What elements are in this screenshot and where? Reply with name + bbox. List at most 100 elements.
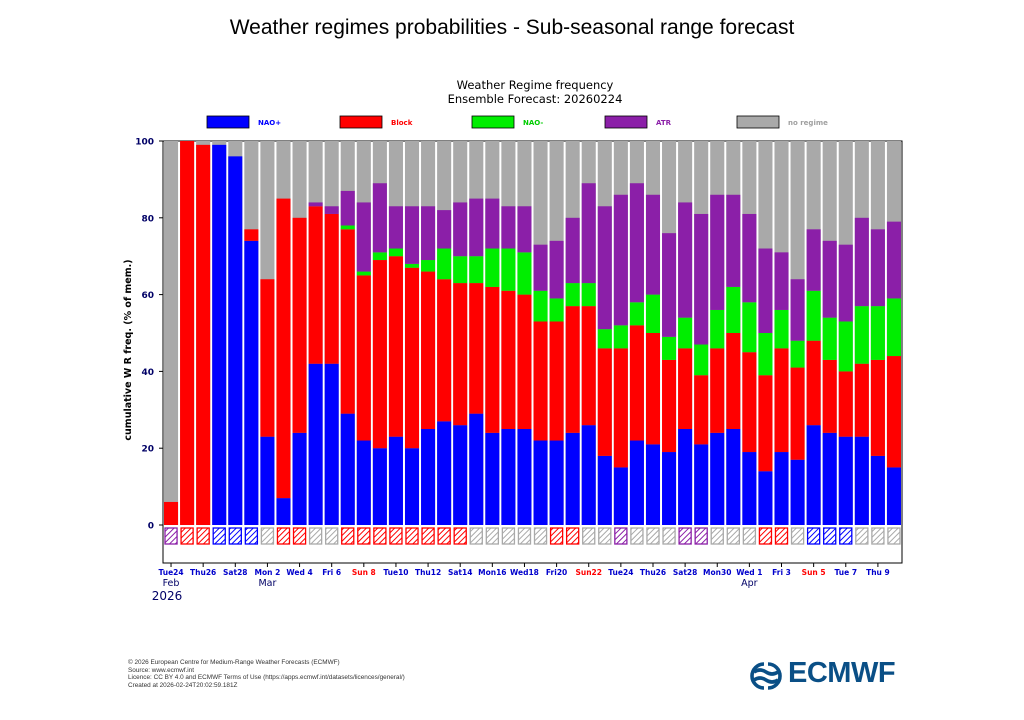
- bar-atr: [774, 252, 789, 310]
- bar-atr: [597, 206, 612, 330]
- legend-label: ATR: [656, 119, 672, 127]
- x-tick-label: Tue24: [608, 568, 633, 577]
- bar-nao-: [404, 263, 420, 268]
- bar-nao-: [453, 256, 468, 284]
- bar-atr: [613, 194, 628, 326]
- bar-nao-: [469, 256, 484, 284]
- bar-atr: [356, 202, 371, 272]
- bar-atr: [742, 213, 757, 303]
- bar-block: [196, 144, 211, 525]
- strip-cell: [421, 527, 435, 545]
- bar-nao-: [629, 302, 644, 326]
- strip-cell: [389, 527, 403, 545]
- y-tick-label: 100: [135, 138, 154, 148]
- x-tick-label: Mon30: [703, 568, 731, 577]
- bar-block: [694, 375, 709, 445]
- y-tick-label: 40: [141, 368, 154, 378]
- strip-cell: [453, 527, 467, 545]
- bar-atr: [340, 190, 355, 226]
- bar-block: [886, 356, 901, 468]
- bar-nao-plus: [260, 436, 275, 525]
- bar-nao-plus: [645, 444, 661, 525]
- strip-cell: [614, 527, 628, 545]
- strip-cell: [469, 527, 483, 545]
- x-tick-label: Sat14: [448, 568, 473, 577]
- bar-atr: [324, 206, 339, 214]
- bar-atr: [404, 206, 420, 264]
- bar-nao-plus: [453, 425, 468, 525]
- bar-nao-plus: [388, 436, 403, 525]
- strip-cell: [260, 527, 275, 545]
- bar-atr: [758, 248, 773, 333]
- strip-cell: [549, 527, 564, 545]
- bar-nao-: [517, 252, 532, 295]
- x-tick-label: Sat28: [223, 568, 248, 577]
- bar-nao-: [372, 252, 387, 261]
- x-tick-label: Thu 9: [866, 568, 890, 577]
- bar-nao-plus: [340, 413, 355, 525]
- bar-nao-plus: [710, 432, 725, 525]
- bar-nao-plus: [501, 429, 516, 525]
- bar-nao-plus: [678, 429, 693, 525]
- bar-atr: [694, 213, 709, 345]
- strip-cell: [726, 527, 740, 545]
- bar-atr: [388, 206, 403, 249]
- bar-block: [388, 256, 403, 437]
- bar-atr: [710, 194, 725, 310]
- bar-nao-plus: [244, 240, 259, 525]
- bar-block: [244, 229, 259, 241]
- strip-cell: [501, 527, 516, 545]
- bar-nao-plus: [822, 432, 837, 525]
- strip-cell: [180, 527, 194, 545]
- bar-block: [372, 260, 387, 449]
- bar-nao-plus: [597, 455, 612, 525]
- bar-block: [678, 348, 693, 429]
- bar-atr: [421, 206, 436, 261]
- bar-nao-plus: [517, 429, 532, 525]
- x-tick-label: Mon 2: [255, 568, 281, 577]
- footer-licence: Licence: CC BY 4.0 and ECMWF Terms of Us…: [128, 674, 405, 682]
- bar-nao-plus: [790, 459, 805, 525]
- bar-block: [164, 501, 179, 525]
- bar-block: [838, 371, 853, 437]
- bar-atr: [726, 194, 741, 287]
- bar-block: [308, 206, 323, 364]
- strip-cell: [517, 527, 532, 545]
- strip-cell: [437, 527, 451, 545]
- bar-block: [292, 217, 307, 433]
- bar-nao-plus: [212, 144, 227, 525]
- bar-atr: [854, 217, 869, 307]
- strip-cell: [212, 527, 226, 545]
- strip-cell: [228, 527, 242, 545]
- strip-cell: [373, 527, 387, 545]
- strip-cell: [790, 527, 805, 545]
- bar-block: [453, 283, 468, 426]
- strip-cell: [164, 527, 178, 545]
- strip-cell: [774, 527, 789, 545]
- bar-nao-: [806, 290, 821, 341]
- bar-atr: [806, 229, 821, 291]
- bar-nao-: [421, 260, 436, 272]
- bar-atr: [629, 183, 644, 303]
- bar-atr: [533, 244, 548, 291]
- bar-nao-: [581, 283, 596, 307]
- strip-cell: [405, 527, 419, 545]
- bar-nao-plus: [485, 432, 500, 525]
- y-tick-label: 20: [141, 445, 154, 455]
- bar-atr: [662, 233, 677, 337]
- strip-cell: [598, 527, 612, 545]
- bar-nao-: [710, 309, 725, 349]
- legend: NAO+ Block NAO- ATR no regime: [206, 115, 828, 129]
- bar-block: [822, 359, 837, 433]
- strip-cell: [646, 527, 660, 545]
- bar-nao-plus: [726, 429, 741, 525]
- bar-nao-plus: [324, 363, 339, 525]
- bar-nao-: [694, 344, 709, 376]
- bar-atr: [469, 198, 484, 257]
- bar-block: [870, 359, 885, 456]
- bar-atr: [549, 240, 564, 299]
- bar-nao-plus: [886, 467, 901, 525]
- strip-cell: [308, 527, 323, 545]
- bar-block: [260, 279, 275, 437]
- bar-nao-plus: [581, 425, 596, 525]
